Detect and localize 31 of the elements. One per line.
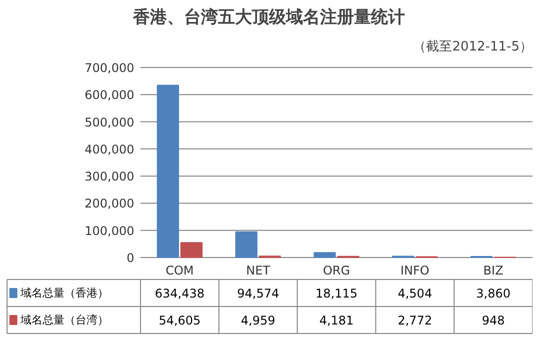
data-label: 4,504 <box>398 286 432 300</box>
x-tick-label: BIZ <box>483 264 504 278</box>
data-label: 634,438 <box>154 286 205 300</box>
chart-subtitle: （截至2012-11-5） <box>413 40 532 54</box>
bar <box>156 84 180 258</box>
y-tick-label: 0 <box>126 251 134 265</box>
y-tick-label: 600,000 <box>84 88 134 102</box>
x-tick-label: NET <box>246 264 271 278</box>
data-label: 2,772 <box>398 314 432 328</box>
data-label: 4,959 <box>240 314 276 328</box>
data-label: 3,860 <box>476 286 510 300</box>
x-tick-label: INFO <box>400 264 430 278</box>
data-label: 18,115 <box>316 286 358 300</box>
x-tick-label: COM <box>166 264 194 278</box>
data-label: 4,181 <box>319 314 354 328</box>
chart-title: 香港、台湾五大顶级域名注册量统计 <box>132 8 405 28</box>
y-tick-label: 200,000 <box>84 196 134 211</box>
bar <box>314 252 336 258</box>
legend-label: 域名总量（香港） <box>19 286 108 300</box>
y-tick-label: 100,000 <box>84 224 134 238</box>
data-label: 948 <box>482 314 505 328</box>
bar <box>180 242 203 258</box>
data-label: 54,605 <box>158 314 201 328</box>
legend-label: 域名总量（台湾） <box>19 314 108 326</box>
x-tick-label: ORG <box>322 264 350 278</box>
data-label: 94,574 <box>237 286 280 300</box>
y-tick-label: 500,000 <box>84 115 134 130</box>
y-tick-label: 300,000 <box>84 170 134 184</box>
bar <box>235 231 258 258</box>
y-tick-label: 400,000 <box>84 142 134 156</box>
y-tick-label: 700,000 <box>84 61 134 75</box>
